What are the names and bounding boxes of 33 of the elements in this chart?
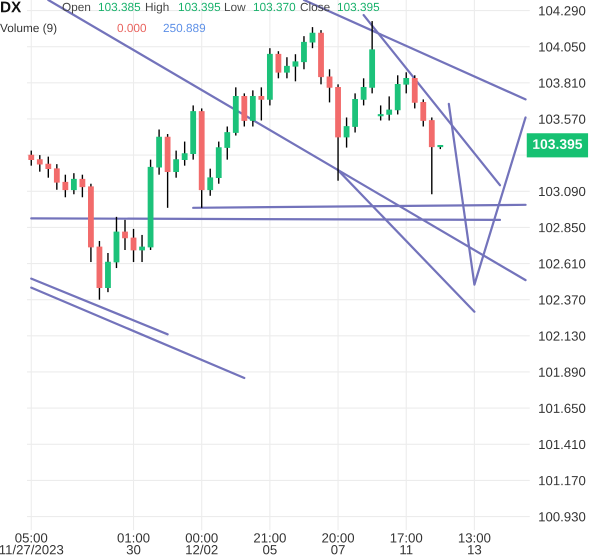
x-tick-label: 13:00 13 (458, 533, 490, 554)
y-tick-label: 101.650 (539, 404, 586, 414)
y-tick-label: 102.370 (539, 295, 586, 305)
text: 103.395 (533, 139, 582, 150)
x-tick-label: 17:00 11 (390, 533, 422, 554)
x-tick-label: 21:00 05 (254, 533, 286, 554)
annotation: 250.889 (164, 24, 206, 32)
y-tick-label: 103.090 (539, 186, 586, 196)
annotation: High (146, 2, 169, 14)
y-tick-label: 101.170 (539, 476, 586, 486)
x-tick-label: 01:00 30 (118, 533, 150, 554)
y-tick-label: 101.410 (539, 440, 586, 450)
y-tick-label: 103.570 (539, 114, 586, 124)
annotation: 103.395 (178, 2, 220, 12)
y-tick-label: 102.130 (539, 331, 586, 341)
y-tick-label: 101.890 (539, 368, 586, 377)
annotation: 103.370 (254, 2, 296, 12)
annotation: Open (62, 2, 90, 14)
y-tick-label: 100.930 (539, 512, 586, 522)
x-tick-label: 20:00 07 (322, 533, 354, 554)
annotation: Low (224, 2, 246, 12)
y-tick-label: 103.810 (539, 78, 586, 88)
x-tick-label: 05:00 11/27/2023 (0, 533, 64, 554)
annotation: 0.000 (117, 24, 146, 32)
annotation: 103.395 (338, 2, 380, 12)
y-tick-label: 102.850 (539, 222, 586, 232)
x-tick-label: 00:00 12/02 (186, 533, 218, 554)
chart-title: DX (1, 2, 22, 12)
annotation: Volume (9) (0, 24, 56, 34)
annotation: 103.385 (98, 2, 140, 12)
y-tick-label: 102.610 (539, 259, 586, 268)
y-tick-label: 104.290 (539, 6, 586, 16)
y-tick-label: 104.050 (539, 42, 586, 52)
